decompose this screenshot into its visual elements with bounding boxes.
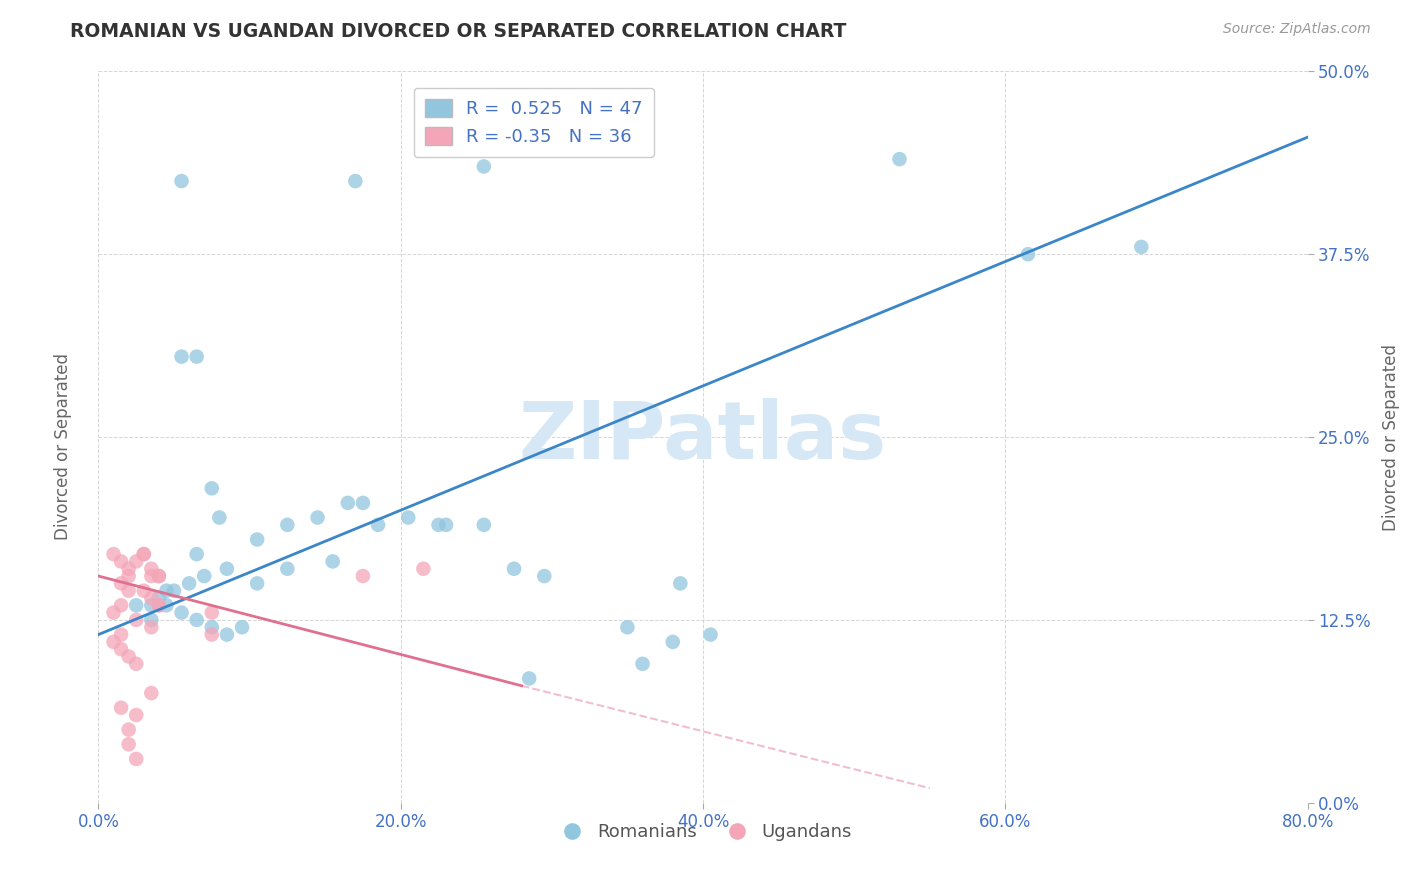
Point [118, 562, 141, 576]
Point [141, 569, 163, 583]
Point [141, 562, 163, 576]
Point [110, 642, 132, 657]
Point [307, 510, 329, 524]
Point [148, 569, 170, 583]
Point [246, 576, 269, 591]
Point [148, 591, 170, 605]
Point [141, 613, 163, 627]
Point [344, 174, 367, 188]
Point [616, 620, 638, 634]
Point [201, 606, 224, 620]
Point [103, 606, 125, 620]
Point [170, 606, 193, 620]
Point [246, 533, 269, 547]
Point [118, 723, 141, 737]
Point [412, 562, 434, 576]
Point [889, 152, 911, 166]
Point [352, 569, 374, 583]
Point [322, 554, 344, 568]
Point [125, 708, 148, 723]
Point [396, 510, 419, 524]
Text: Divorced or Separated: Divorced or Separated [55, 352, 72, 540]
Point [669, 576, 692, 591]
Point [141, 620, 163, 634]
Point [276, 562, 298, 576]
Point [118, 583, 141, 598]
Point [170, 350, 193, 364]
Point [118, 649, 141, 664]
Point [434, 517, 457, 532]
Point [125, 657, 148, 671]
Point [367, 517, 389, 532]
Point [155, 583, 177, 598]
Point [201, 627, 224, 641]
Point [231, 620, 253, 634]
Point [352, 496, 374, 510]
Point [661, 635, 683, 649]
Text: Source: ZipAtlas.com: Source: ZipAtlas.com [1223, 22, 1371, 37]
Point [1017, 247, 1039, 261]
Point [125, 554, 148, 568]
Point [132, 547, 155, 561]
Point [148, 599, 170, 613]
Point [517, 672, 540, 686]
Point [103, 635, 125, 649]
Point [186, 613, 208, 627]
Point [141, 599, 163, 613]
Point [110, 627, 132, 641]
Point [276, 517, 298, 532]
Point [201, 481, 224, 495]
Legend: Romanians, Ugandans: Romanians, Ugandans [547, 816, 859, 848]
Point [427, 517, 450, 532]
Point [163, 583, 186, 598]
Point [132, 547, 155, 561]
Point [110, 554, 132, 568]
Point [631, 657, 654, 671]
Point [125, 752, 148, 766]
Point [472, 517, 495, 532]
Point [699, 627, 721, 641]
Point [472, 160, 495, 174]
Point [215, 627, 238, 641]
Point [110, 700, 132, 714]
Point [170, 174, 193, 188]
Point [110, 576, 132, 591]
Text: ROMANIAN VS UGANDAN DIVORCED OR SEPARATED CORRELATION CHART: ROMANIAN VS UGANDAN DIVORCED OR SEPARATE… [70, 22, 846, 41]
Point [193, 569, 215, 583]
Point [533, 569, 555, 583]
Point [201, 620, 224, 634]
Y-axis label: Divorced or Separated: Divorced or Separated [1382, 343, 1400, 531]
Point [186, 350, 208, 364]
Point [155, 599, 177, 613]
Point [336, 496, 359, 510]
Text: ZIPatlas: ZIPatlas [519, 398, 887, 476]
Point [141, 686, 163, 700]
Point [148, 599, 170, 613]
Point [141, 591, 163, 605]
Point [125, 613, 148, 627]
Point [118, 569, 141, 583]
Point [103, 547, 125, 561]
Point [118, 737, 141, 751]
Point [125, 599, 148, 613]
Point [503, 562, 526, 576]
Point [132, 583, 155, 598]
Point [179, 576, 201, 591]
Point [208, 510, 231, 524]
Point [110, 599, 132, 613]
Point [215, 562, 238, 576]
Point [1130, 240, 1153, 254]
Point [186, 547, 208, 561]
Point [148, 569, 170, 583]
